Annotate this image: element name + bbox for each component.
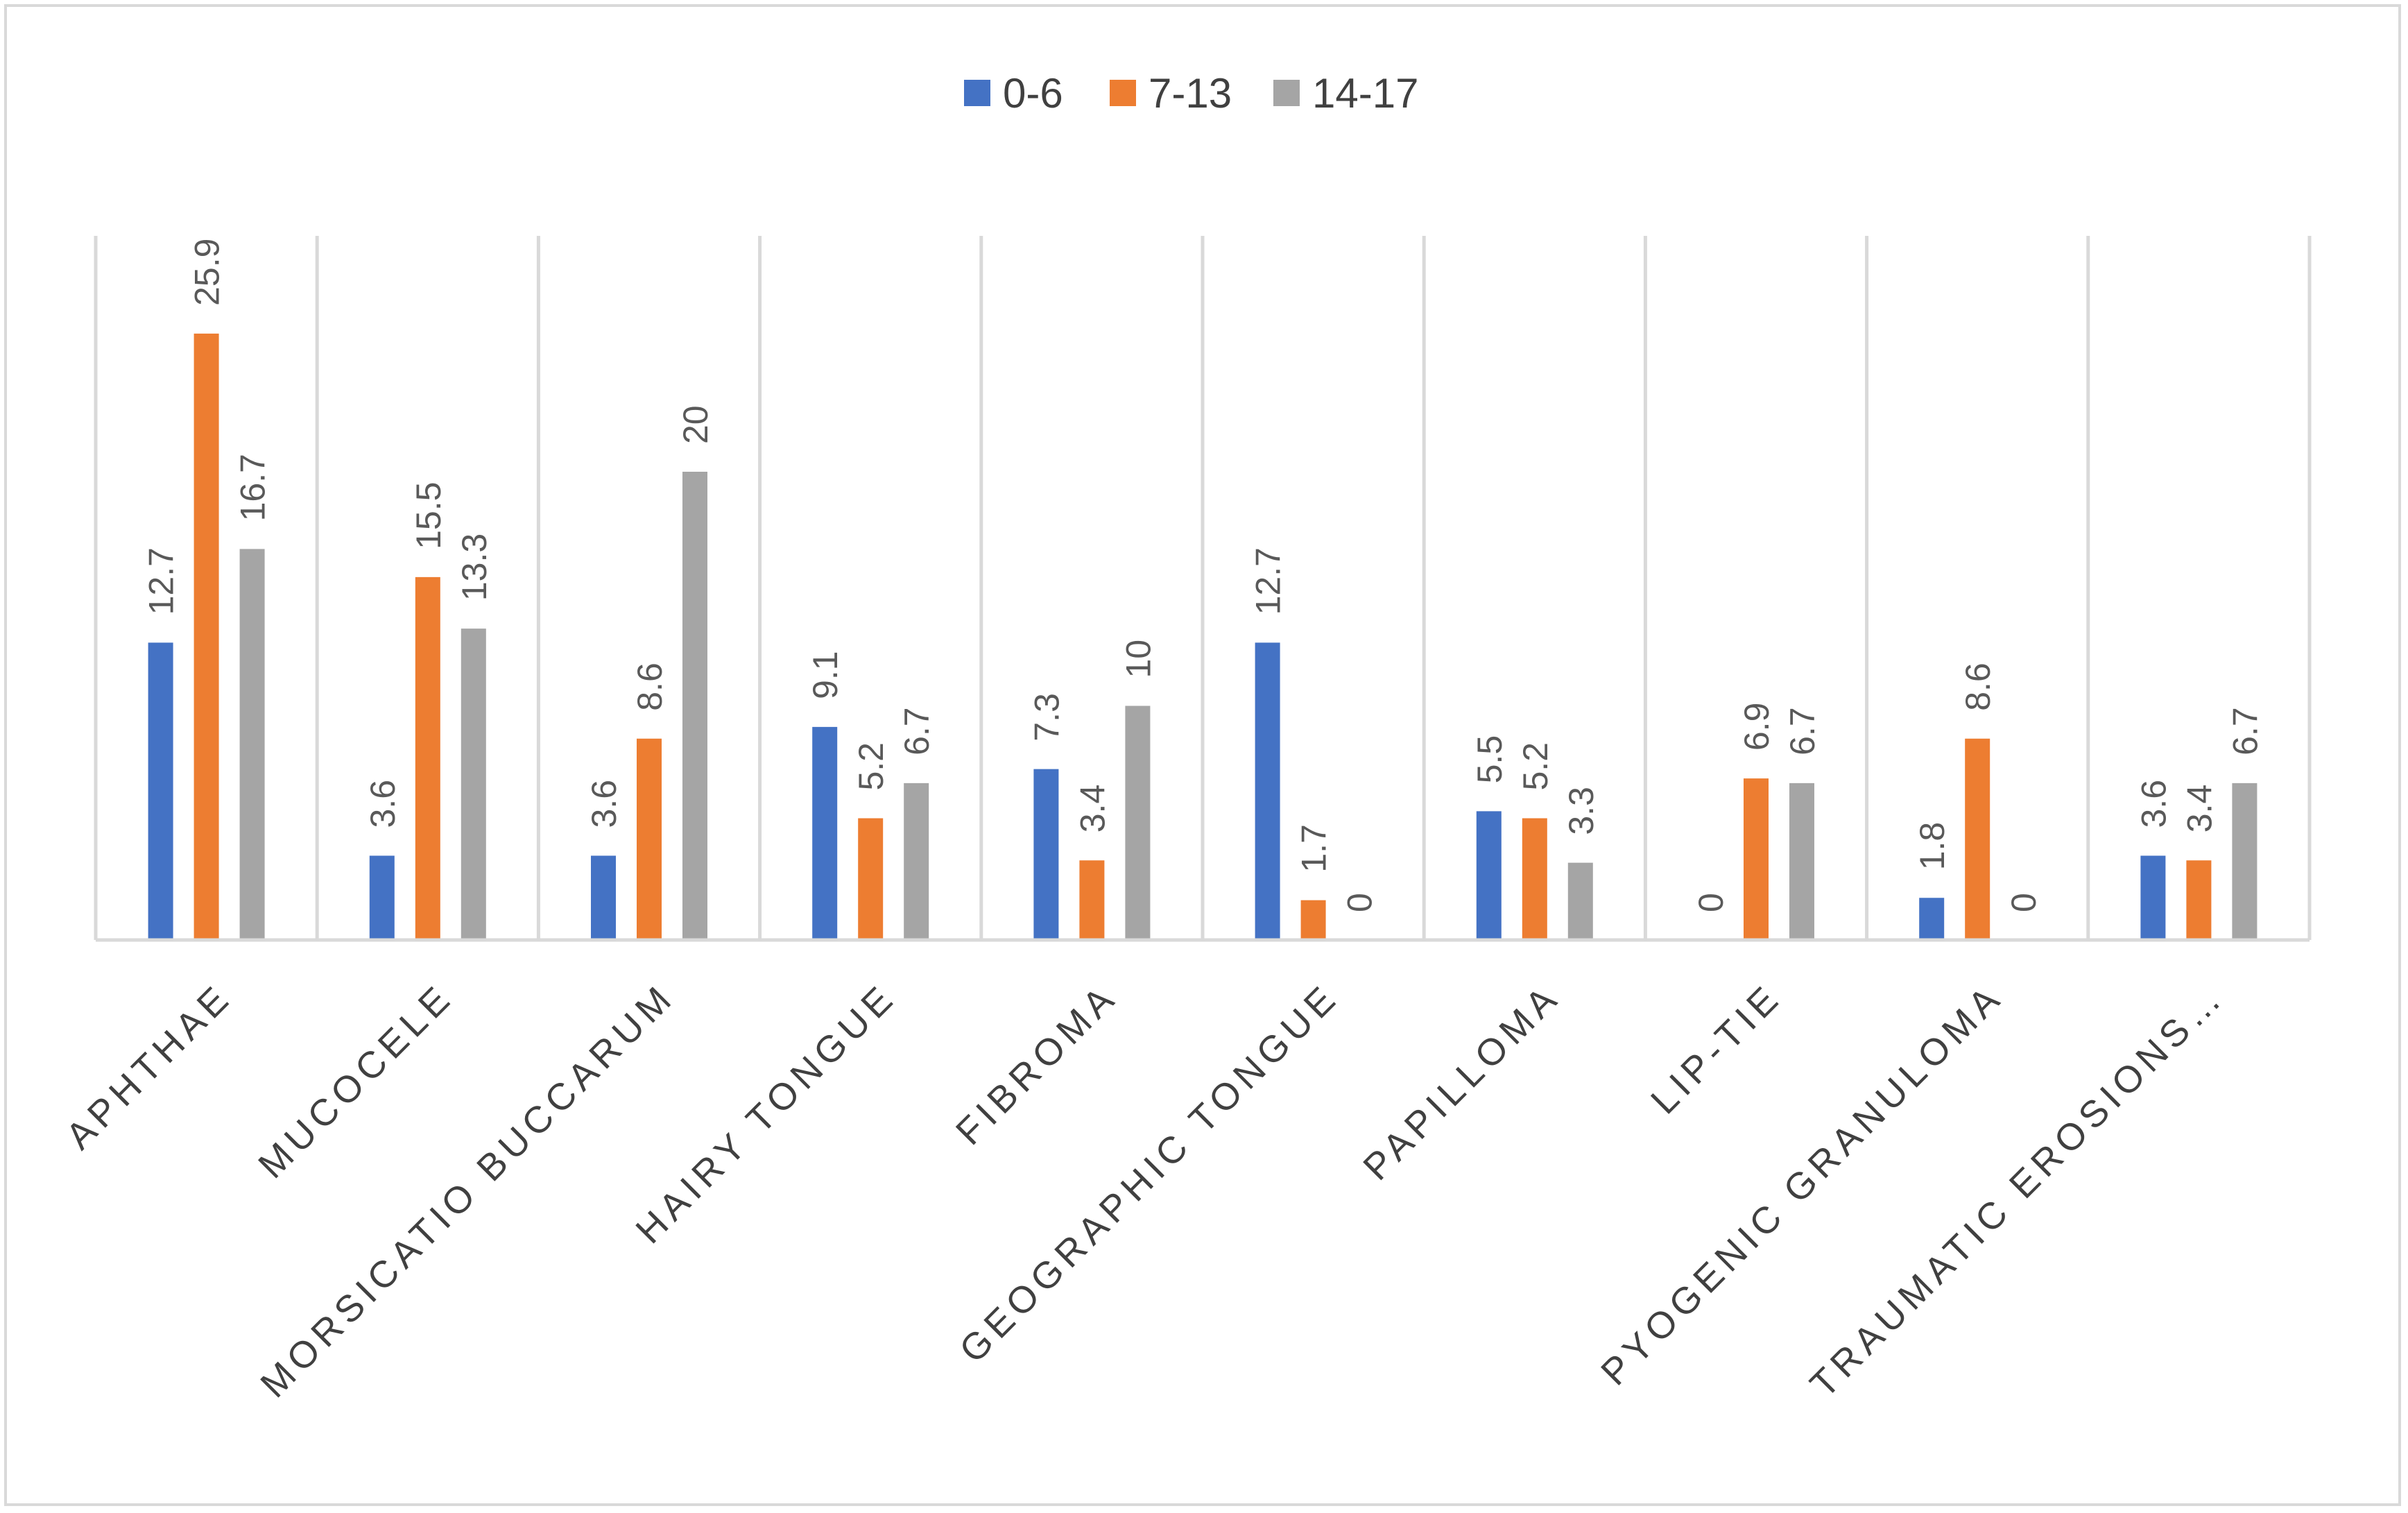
bar-papilloma-7-13 (1522, 818, 1547, 940)
category-label-morsicatio-buccarum: MORSICATIO BUCCARUM (252, 975, 682, 1405)
data-label-pyogenic-granuloma-14-17: 0 (2004, 893, 2043, 912)
data-label-traumatic-erosions-0-6: 3.6 (2134, 780, 2173, 828)
data-label-mucocele-7-13: 15.5 (409, 482, 448, 549)
bar-pyogenic-granuloma-7-13 (1965, 738, 1990, 940)
bar-mucocele-14-17 (461, 629, 486, 940)
data-label-aphthae-7-13: 25.9 (188, 239, 227, 306)
data-label-traumatic-erosions-14-17: 6.7 (2226, 707, 2264, 755)
bar-fibroma-0-6 (1033, 769, 1059, 940)
data-label-fibroma-7-13: 3.4 (1073, 785, 1112, 833)
category-label-aphthae: APHTHAE (58, 975, 240, 1157)
category-label-traumatic-erosions: TRAUMATIC EROSIONS… (1803, 975, 2233, 1405)
data-label-papilloma-0-6: 5.5 (1470, 735, 1509, 784)
bar-morsicatio-buccarum-14-17 (682, 472, 707, 940)
legend-swatch-7-13 (1110, 80, 1136, 106)
legend: 0-6 7-13 14-17 (964, 70, 1418, 117)
bar-traumatic-erosions-7-13 (2186, 860, 2212, 940)
data-label-aphthae-14-17: 16.7 (234, 454, 273, 521)
category-label-fibroma: FIBROMA (948, 975, 1126, 1153)
bar-pyogenic-granuloma-0-6 (1919, 898, 1945, 940)
data-labels: 12.725.916.73.615.513.33.68.6209.15.26.7… (142, 239, 2265, 912)
data-label-fibroma-14-17: 10 (1119, 640, 1158, 678)
data-label-mucocele-14-17: 13.3 (455, 533, 494, 601)
legend-label-14-17: 14-17 (1312, 70, 1418, 117)
bars (148, 333, 2258, 940)
category-label-geographic-tongue: GEOGRAPHIC TONGUE (952, 975, 1347, 1371)
data-label-traumatic-erosions-7-13: 3.4 (2180, 785, 2219, 833)
data-label-fibroma-0-6: 7.3 (1027, 693, 1066, 742)
category-label-papilloma: PAPILLOMA (1355, 975, 1568, 1188)
bar-hairy-tongue-14-17 (904, 783, 929, 940)
data-label-lip-tie-0-6: 0 (1692, 893, 1730, 912)
data-label-morsicatio-buccarum-0-6: 3.6 (585, 780, 624, 828)
category-label-lip-tie: LIP-TIE (1643, 975, 1789, 1122)
bar-morsicatio-buccarum-0-6 (591, 855, 616, 940)
bar-fibroma-7-13 (1079, 860, 1105, 940)
bar-papilloma-0-6 (1476, 811, 1502, 940)
legend-label-0-6: 0-6 (1003, 70, 1063, 117)
data-label-geographic-tongue-0-6: 12.7 (1249, 547, 1288, 615)
data-label-hairy-tongue-0-6: 9.1 (806, 651, 845, 699)
bar-geographic-tongue-7-13 (1300, 900, 1326, 940)
bar-hairy-tongue-0-6 (812, 726, 838, 940)
bar-mucocele-0-6 (369, 855, 395, 940)
bar-mucocele-7-13 (415, 576, 440, 940)
legend-swatch-14-17 (1273, 80, 1300, 106)
data-label-aphthae-0-6: 12.7 (142, 547, 181, 615)
data-label-papilloma-7-13: 5.2 (1516, 742, 1555, 791)
data-label-morsicatio-buccarum-7-13: 8.6 (630, 663, 669, 711)
data-label-hairy-tongue-7-13: 5.2 (852, 742, 891, 791)
bar-traumatic-erosions-14-17 (2232, 783, 2258, 940)
data-label-pyogenic-granuloma-7-13: 8.6 (1959, 663, 1997, 711)
bar-hairy-tongue-7-13 (858, 818, 884, 940)
data-label-papilloma-14-17: 3.3 (1562, 787, 1601, 835)
data-label-geographic-tongue-7-13: 1.7 (1295, 824, 1334, 873)
bar-lip-tie-7-13 (1744, 778, 1769, 940)
bar-morsicatio-buccarum-7-13 (637, 738, 662, 940)
category-label-pyogenic-granuloma: PYOGENIC GRANULOMA (1593, 975, 2011, 1394)
bar-geographic-tongue-0-6 (1255, 642, 1280, 940)
data-label-lip-tie-7-13: 6.9 (1737, 703, 1776, 751)
category-label-mucocele: MUCOCELE (250, 975, 461, 1186)
bar-fibroma-14-17 (1125, 706, 1151, 940)
bar-papilloma-14-17 (1567, 862, 1593, 940)
data-label-pyogenic-granuloma-0-6: 1.8 (1913, 822, 1952, 871)
legend-label-7-13: 7-13 (1149, 70, 1232, 117)
data-label-lip-tie-14-17: 6.7 (1783, 707, 1822, 755)
bar-aphthae-0-6 (148, 642, 173, 940)
data-label-mucocele-0-6: 3.6 (363, 780, 402, 828)
data-label-geographic-tongue-14-17: 0 (1341, 893, 1379, 912)
bar-aphthae-7-13 (194, 333, 219, 940)
legend-swatch-0-6 (964, 80, 990, 106)
data-label-morsicatio-buccarum-14-17: 20 (676, 405, 715, 444)
data-label-hairy-tongue-14-17: 6.7 (897, 707, 936, 755)
bar-traumatic-erosions-0-6 (2140, 855, 2166, 940)
category-dividers (94, 236, 2312, 940)
bar-lip-tie-14-17 (1789, 783, 1814, 940)
bar-aphthae-14-17 (239, 549, 265, 940)
